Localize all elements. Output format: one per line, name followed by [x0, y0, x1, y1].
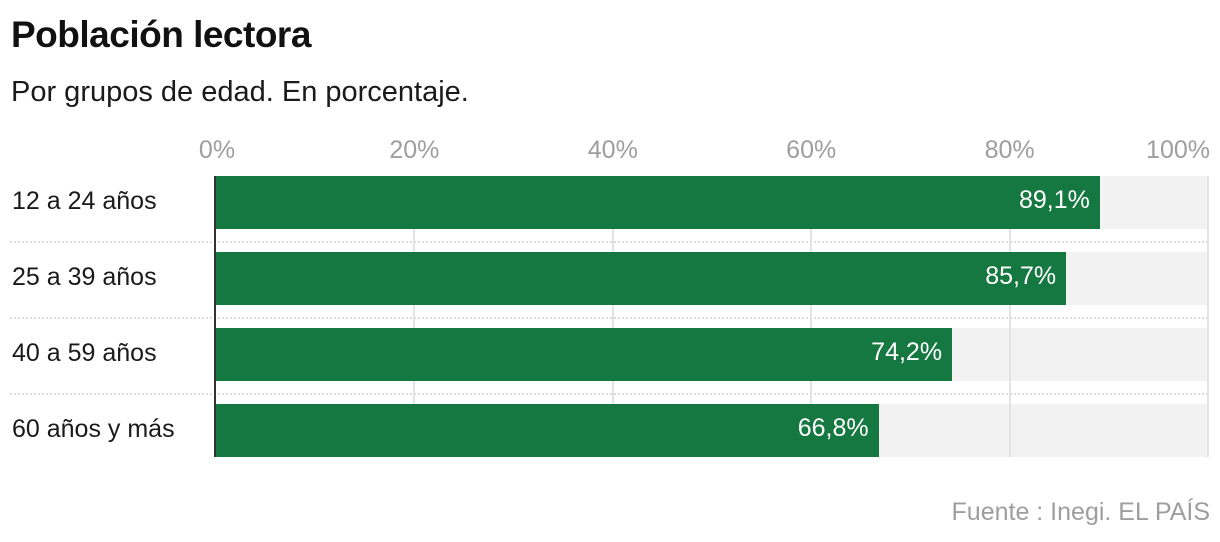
bar: 89,1% — [216, 176, 1100, 229]
bar-value-label: 74,2% — [871, 338, 943, 366]
bar-value-label: 85,7% — [985, 262, 1057, 290]
chart-title: Población lectora — [11, 14, 311, 55]
row-separator — [10, 393, 1208, 395]
row-separator — [10, 317, 1208, 319]
category-label: 60 años y más — [12, 415, 175, 443]
x-tick-label: 20% — [389, 136, 440, 164]
category-label: 12 a 24 años — [12, 187, 157, 215]
gridline — [810, 176, 813, 457]
gridline — [1207, 176, 1209, 457]
x-tick-label: 100% — [1146, 136, 1210, 164]
row-separator — [10, 241, 1208, 243]
category-label: 25 a 39 años — [12, 263, 157, 291]
chart-subtitle: Por grupos de edad. En porcentaje. — [11, 76, 469, 108]
category-label: 40 a 59 años — [12, 339, 157, 367]
x-tick-label: 80% — [984, 136, 1035, 164]
bar-value-label: 89,1% — [1018, 186, 1090, 214]
gridline — [611, 176, 614, 457]
x-tick-label: 0% — [198, 136, 236, 164]
source-note: Fuente : Inegi. EL PAÍS — [951, 498, 1210, 526]
y-axis-line — [214, 176, 216, 457]
x-tick-label: 40% — [587, 136, 638, 164]
bar-value-label: 66,8% — [797, 414, 869, 442]
gridline — [413, 176, 416, 457]
bar: 85,7% — [216, 252, 1067, 305]
x-tick-label: 60% — [786, 136, 837, 164]
gridline — [1008, 176, 1011, 457]
bar: 74,2% — [216, 328, 953, 381]
bar: 66,8% — [216, 404, 879, 457]
